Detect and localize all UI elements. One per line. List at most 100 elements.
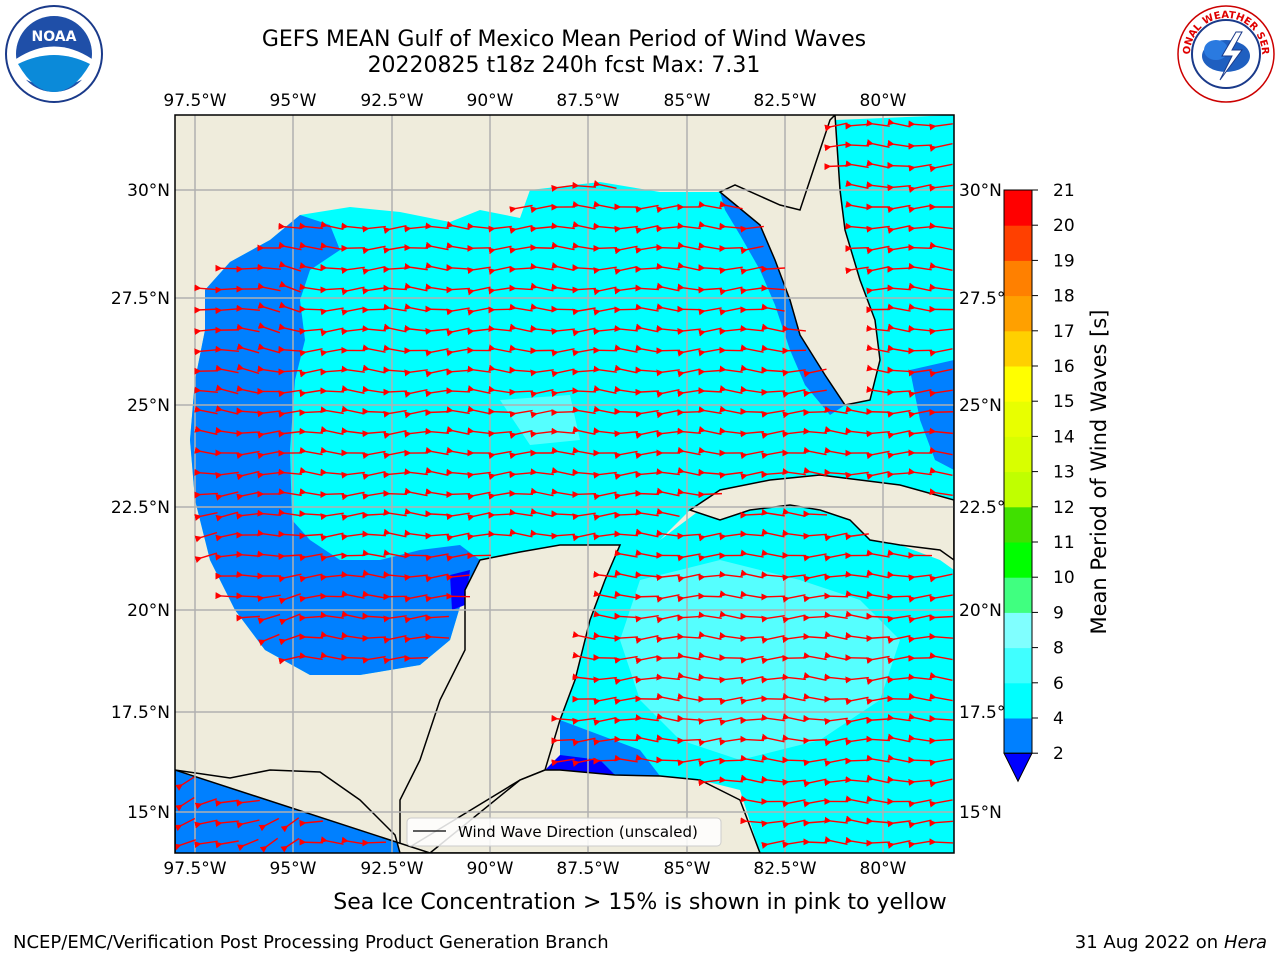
wind-arrow	[635, 245, 659, 254]
wind-arrow	[887, 676, 911, 684]
wind-arrow	[278, 508, 302, 517]
wind-arrow	[929, 488, 953, 497]
wind-arrow	[215, 491, 239, 501]
wind-arrow	[383, 224, 407, 234]
wind-arrow	[467, 385, 491, 394]
wind-arrow	[593, 471, 617, 479]
wind-arrow	[803, 778, 827, 788]
wind-arrow	[236, 343, 260, 354]
wind-arrow	[824, 426, 848, 436]
wind-arrow	[383, 471, 407, 479]
wind-arrow	[425, 262, 449, 271]
wind-arrow	[803, 573, 827, 583]
wind-arrow	[341, 307, 365, 316]
wind-arrow	[362, 225, 386, 233]
wind-arrow	[551, 446, 575, 456]
lon-tick-label: 82.5°W	[753, 91, 816, 111]
wind-arrow	[509, 245, 533, 254]
colorbar-segment	[1004, 577, 1032, 613]
wind-arrow	[929, 715, 953, 722]
wind-arrow	[593, 307, 617, 316]
wind-arrow	[320, 631, 344, 640]
wind-arrow	[425, 446, 449, 456]
lat-tick-label: 15°N	[959, 803, 1002, 823]
wind-arrow	[593, 757, 618, 765]
wind-arrow	[677, 633, 701, 641]
wind-arrow	[488, 470, 512, 480]
wind-arrow	[215, 471, 239, 479]
wind-arrow	[677, 241, 701, 251]
wind-arrow	[320, 490, 345, 498]
wind-arrow	[530, 508, 554, 517]
colorbar-tick-label: 14	[1053, 427, 1075, 447]
wind-arrow	[509, 489, 534, 497]
wind-arrow	[362, 530, 386, 538]
wind-arrow	[320, 327, 344, 337]
wind-arrow	[719, 405, 743, 415]
wind-arrow	[824, 446, 848, 456]
wind-arrow	[824, 592, 849, 600]
wind-arrow	[887, 245, 911, 254]
wind-arrow	[761, 508, 785, 517]
wind-arrow	[530, 282, 554, 292]
wind-arrow	[404, 594, 428, 603]
wind-arrow	[635, 528, 659, 538]
wind-arrow	[740, 696, 764, 705]
wind-arrow	[698, 264, 722, 272]
wind-arrow	[866, 181, 890, 189]
wind-arrow	[719, 266, 743, 275]
wind-arrow	[656, 262, 680, 271]
wind-arrow	[887, 118, 911, 128]
wind-arrow	[467, 365, 491, 373]
wind-arrow	[237, 838, 259, 851]
wind-arrow	[929, 328, 953, 336]
wind-arrow	[446, 221, 470, 231]
wind-arrow	[866, 839, 891, 847]
wind-arrow	[719, 286, 743, 296]
wind-arrow	[929, 283, 953, 291]
wind-arrow	[866, 119, 890, 127]
wind-arrow	[635, 224, 659, 234]
wind-arrow	[887, 634, 911, 644]
wind-arrow	[572, 737, 596, 747]
wind-arrow	[488, 430, 512, 438]
wind-arrow	[593, 512, 617, 521]
colorbar-segment	[1004, 401, 1032, 437]
wind-arrow	[404, 614, 428, 624]
wind-arrow	[803, 389, 827, 398]
lon-tick-label: 95°W	[270, 91, 317, 111]
colorbar-label: Mean Period of Wind Waves [s]	[1087, 310, 1111, 635]
yucatan-land	[399, 544, 622, 853]
wind-arrow	[362, 287, 386, 295]
wind-arrow	[194, 468, 218, 476]
wind-arrow	[446, 491, 471, 499]
wind-arrow	[236, 491, 260, 501]
wind-arrow	[236, 614, 260, 622]
colorbar-tick-label: 17	[1053, 322, 1075, 342]
wind-arrow	[488, 511, 513, 519]
nws-logo: NATIONAL WEATHER SERVICE	[1176, 4, 1275, 103]
wind-arrow	[614, 511, 639, 519]
colorbar-segment	[1004, 612, 1032, 649]
wind-arrow	[488, 407, 513, 415]
wind-arrow	[551, 222, 575, 230]
coastal-blue-florida	[720, 192, 845, 415]
wind-arrow	[467, 222, 491, 230]
wind-arrow	[236, 819, 260, 829]
wind-arrow	[698, 200, 722, 210]
wind-arrow	[215, 345, 239, 353]
wind-arrow	[635, 471, 659, 479]
lat-tick-label: 25°N	[127, 396, 170, 416]
wind-arrow	[572, 426, 596, 436]
wind-arrow	[887, 840, 911, 849]
wind-arrow	[572, 181, 596, 189]
wind-arrow	[929, 467, 953, 477]
legend-label: Wind Wave Direction (unscaled)	[458, 823, 698, 841]
wind-arrow	[719, 570, 743, 578]
wind-arrow	[908, 204, 932, 214]
wind-arrow	[740, 344, 764, 353]
wind-arrow	[467, 427, 491, 435]
wind-arrow	[278, 345, 302, 353]
wind-arrow	[383, 265, 407, 273]
wind-arrow	[614, 675, 638, 685]
